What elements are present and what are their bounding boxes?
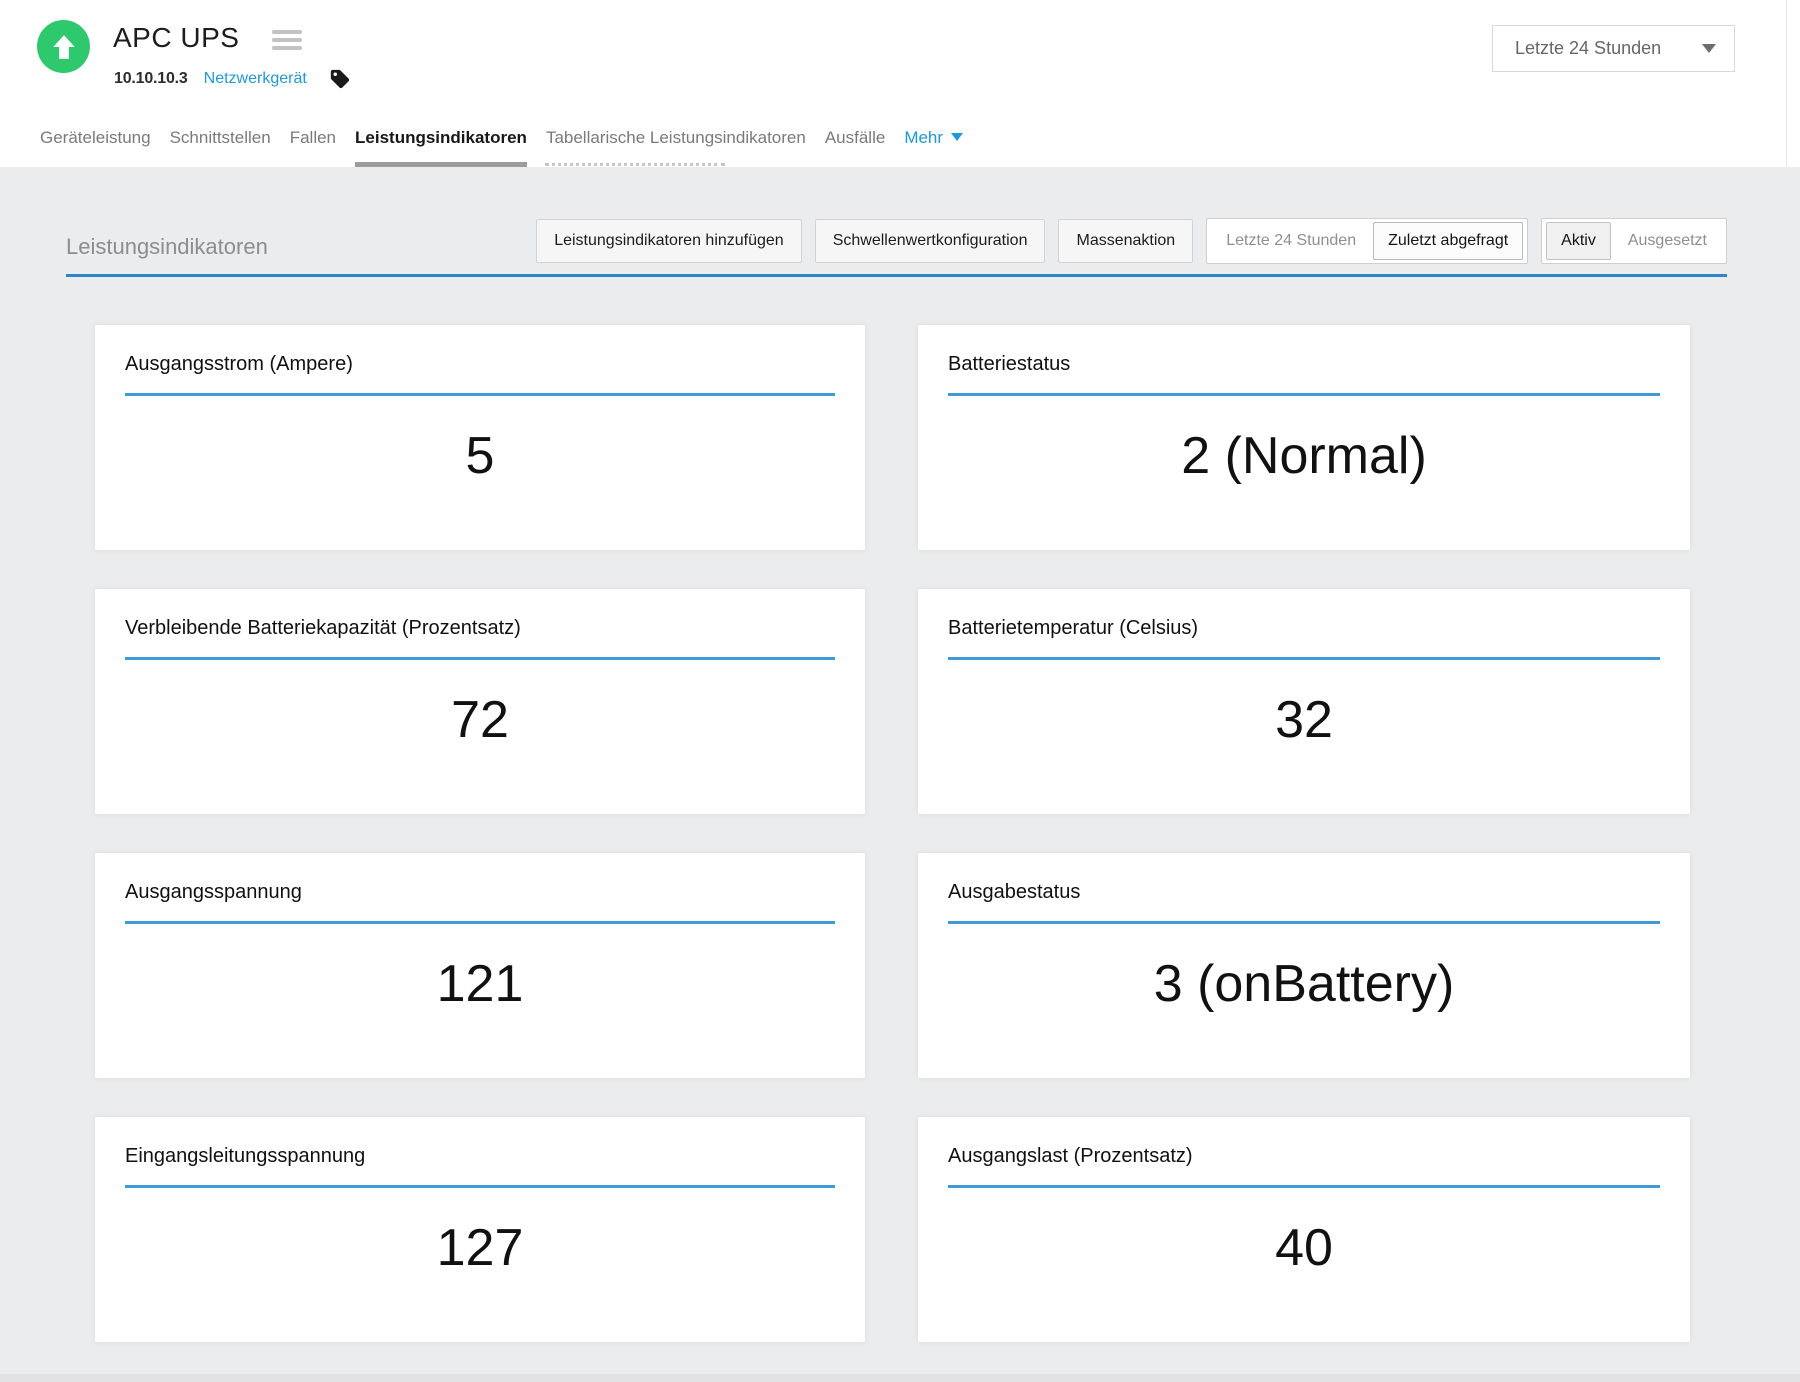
tab-tabellarische-leistungsindikatoren[interactable]: Tabellarische Leistungsindikatoren	[545, 128, 806, 147]
monitor-value: 32	[1275, 691, 1333, 749]
monitor-card-batteriestatus[interactable]: Batteriestatus 2 (Normal)	[918, 325, 1690, 550]
monitor-card-batteriekapazitaet[interactable]: Verbleibende Batteriekapazität (Prozents…	[95, 589, 865, 814]
time-range-value: Letzte 24 Stunden	[1515, 38, 1662, 58]
tab-leistungsindikatoren[interactable]: Leistungsindikatoren	[355, 128, 527, 167]
monitor-card-ausgangsspannung[interactable]: Ausgangsspannung 121	[95, 853, 865, 1078]
time-mode-toggle: Letzte 24 Stunden Zuletzt abgefragt	[1206, 218, 1529, 264]
tab-bar-dotted-divider	[545, 163, 725, 166]
monitor-title: Verbleibende Batteriekapazität (Prozents…	[125, 617, 521, 639]
monitor-value: 5	[465, 427, 495, 485]
monitor-title: Ausgangslast (Prozentsatz)	[948, 1145, 1193, 1167]
device-subheader: 10.10.10.3 Netzwerkgerät	[114, 68, 351, 90]
toolbar: Leistungsindikatoren hinzufügen Schwelle…	[536, 218, 1727, 264]
time-range-dropdown[interactable]: Letzte 24 Stunden	[1492, 25, 1735, 72]
bottom-section-edge	[0, 1374, 1800, 1382]
tag-icon[interactable]	[329, 68, 351, 90]
toggle-option-zuletzt-abgefragt[interactable]: Zuletzt abgefragt	[1373, 222, 1524, 260]
device-status-up-icon	[37, 20, 90, 73]
device-type-link[interactable]: Netzwerkgerät	[203, 70, 307, 87]
toggle-option-letzte-24-stunden[interactable]: Letzte 24 Stunden	[1226, 232, 1357, 249]
chevron-down-icon	[951, 133, 964, 141]
threshold-config-button[interactable]: Schwellenwertkonfiguration	[814, 219, 1046, 263]
card-divider	[125, 1185, 835, 1188]
monitor-card-grid: Ausgangsstrom (Ampere) 5 Batteriestatus …	[95, 325, 1690, 1342]
monitor-value: 127	[436, 1219, 524, 1277]
monitor-card-ausgangsstrom[interactable]: Ausgangsstrom (Ampere) 5	[95, 325, 865, 550]
tab-ausfaelle[interactable]: Ausfälle	[824, 128, 886, 147]
menu-hamburger-icon[interactable]	[272, 30, 304, 54]
page-header: APC UPS 10.10.10.3 Netzwerkgerät Letzte …	[0, 0, 1800, 167]
toggle-option-ausgesetzt[interactable]: Ausgesetzt	[1627, 232, 1707, 249]
card-divider	[948, 1185, 1660, 1188]
tab-mehr-label: Mehr	[904, 128, 944, 147]
monitor-title: Batteriestatus	[948, 353, 1071, 375]
bulk-action-button[interactable]: Massenaktion	[1058, 219, 1194, 263]
monitor-value: 3 (onBattery)	[1153, 955, 1455, 1013]
monitor-title: Batterietemperatur (Celsius)	[948, 617, 1199, 639]
state-toggle: Aktiv Ausgesetzt	[1541, 218, 1727, 264]
monitor-card-ausgangslast[interactable]: Ausgangslast (Prozentsatz) 40	[918, 1117, 1690, 1342]
monitor-card-batterietemperatur[interactable]: Batterietemperatur (Celsius) 32	[918, 589, 1690, 814]
monitor-card-eingangsleitungsspannung[interactable]: Eingangsleitungsspannung 127	[95, 1117, 865, 1342]
monitor-value: 40	[1275, 1219, 1333, 1277]
monitor-title: Ausgangsstrom (Ampere)	[125, 353, 353, 375]
card-divider	[125, 393, 835, 396]
card-divider	[948, 657, 1660, 660]
monitor-value: 2 (Normal)	[1181, 427, 1427, 485]
monitor-title: Ausgangsspannung	[125, 881, 302, 903]
chevron-down-icon	[1702, 44, 1716, 53]
toolbar-divider	[66, 274, 1727, 277]
monitor-card-ausgabestatus[interactable]: Ausgabestatus 3 (onBattery)	[918, 853, 1690, 1078]
card-divider	[125, 657, 835, 660]
scrollbar-track	[1786, 0, 1787, 167]
card-divider	[948, 921, 1660, 924]
card-divider	[948, 393, 1660, 396]
monitor-value: 72	[451, 691, 509, 749]
monitor-value: 121	[436, 955, 524, 1013]
tab-geraeteleistung[interactable]: Geräteleistung	[40, 128, 151, 147]
device-name: APC UPS	[113, 22, 240, 53]
monitor-title: Eingangsleitungsspannung	[125, 1145, 366, 1167]
add-monitors-button[interactable]: Leistungsindikatoren hinzufügen	[536, 219, 802, 263]
tab-mehr[interactable]: Mehr	[904, 128, 964, 167]
tab-fallen[interactable]: Fallen	[289, 128, 337, 147]
page-title: Leistungsindikatoren	[66, 234, 268, 259]
toggle-option-aktiv[interactable]: Aktiv	[1546, 222, 1611, 260]
device-ip: 10.10.10.3	[114, 70, 188, 87]
tab-bar: Geräteleistung Schnittstellen Fallen Lei…	[40, 117, 964, 167]
card-divider	[125, 921, 835, 924]
monitor-title: Ausgabestatus	[948, 881, 1081, 903]
tab-schnittstellen[interactable]: Schnittstellen	[169, 128, 271, 147]
arrow-up-icon	[52, 34, 75, 59]
